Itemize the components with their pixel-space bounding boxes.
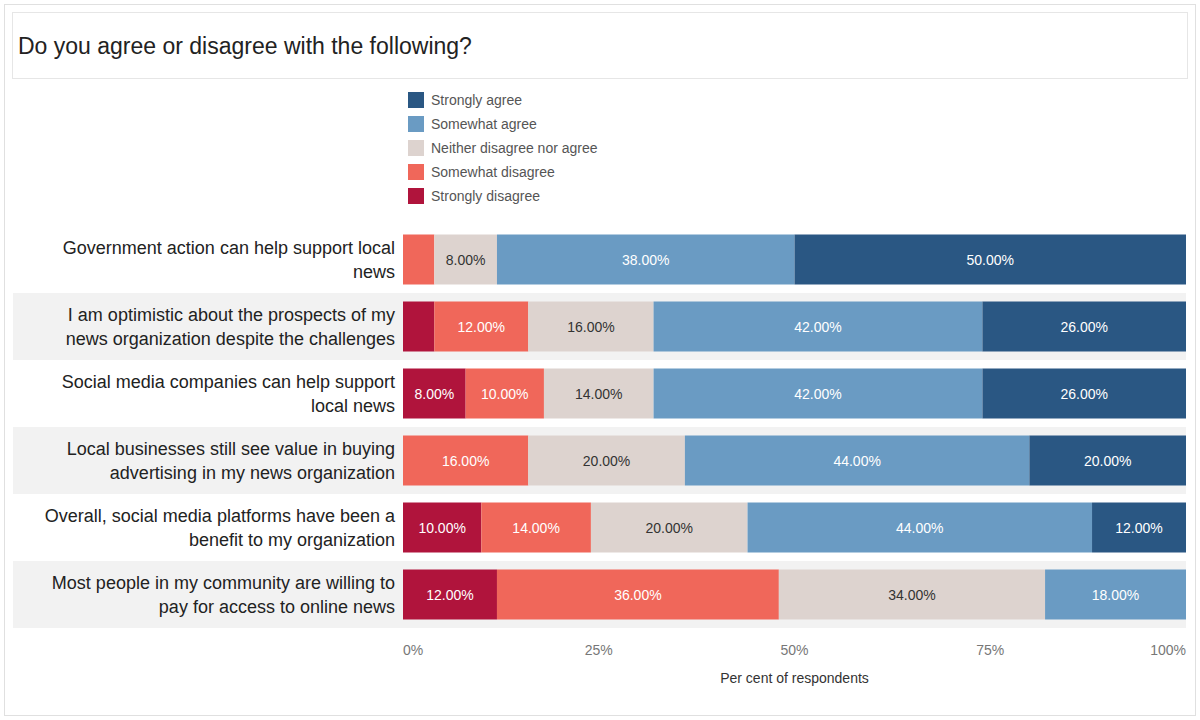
bar-segment [403, 503, 481, 553]
category-label: Local businesses still see value in buyi… [67, 439, 395, 483]
bar-segment [591, 503, 748, 553]
data-label: 44.00% [896, 520, 943, 536]
category-label: I am optimistic about the prospects of m… [66, 305, 395, 349]
legend-swatch [408, 164, 424, 180]
legend-label: Somewhat disagree [431, 164, 555, 180]
legend-label: Strongly disagree [431, 188, 540, 204]
bar-segment [748, 503, 1093, 553]
bar-segment [528, 436, 685, 486]
data-label: 10.00% [481, 386, 528, 402]
data-label: 20.00% [583, 453, 630, 469]
data-label: 12.00% [426, 587, 473, 603]
bar-segment [685, 436, 1030, 486]
bar-segment [654, 369, 983, 419]
legend-label: Strongly agree [431, 92, 522, 108]
bar-segment [779, 570, 1045, 620]
bar-segment [403, 436, 528, 486]
data-label: 8.00% [446, 252, 486, 268]
legend-swatch [408, 188, 424, 204]
data-label: 8.00% [414, 386, 454, 402]
chart-frame [5, 5, 1196, 716]
data-label: 26.00% [1060, 386, 1107, 402]
legend-label: Somewhat agree [431, 116, 537, 132]
bar-segment [403, 235, 434, 285]
data-label: 14.00% [575, 386, 622, 402]
axis-label: Per cent of respondents [720, 670, 869, 686]
data-label: 34.00% [888, 587, 935, 603]
bar-segment [795, 235, 1187, 285]
bar-segment [434, 302, 528, 352]
bar-segment [654, 302, 983, 352]
row-band [13, 293, 1186, 360]
tick-label: 0% [403, 642, 423, 658]
bar-segment [1186, 570, 1187, 620]
x-axis: 0% 25% 50% 75% 100% [403, 628, 1186, 658]
bars [403, 235, 1186, 620]
bar-segment [1045, 570, 1186, 620]
tick-label: 25% [585, 642, 613, 658]
data-label: 42.00% [794, 386, 841, 402]
bar-segment [466, 369, 544, 419]
data-label: 12.00% [1115, 520, 1162, 536]
category-label: Most people in my community are willing … [52, 573, 395, 617]
data-label: 26.00% [1060, 319, 1107, 335]
data-label: 42.00% [794, 319, 841, 335]
title-box [13, 13, 1188, 79]
bar-segment [1092, 503, 1186, 553]
data-label: 36.00% [614, 587, 661, 603]
bar-segment [982, 302, 1186, 352]
row-band [13, 427, 1186, 494]
bar-segment [403, 369, 466, 419]
data-label: 14.00% [512, 520, 559, 536]
legend-swatch [408, 116, 424, 132]
legend-label: Neither disagree nor agree [431, 140, 598, 156]
row-band [13, 561, 1186, 628]
category-label: Overall, social media platforms have bee… [45, 506, 396, 550]
tick-mark [403, 628, 404, 632]
category-label: Social media companies can help supportl… [62, 372, 395, 416]
bar-segment [434, 235, 497, 285]
bar-segment [1029, 436, 1186, 486]
tick-mark [794, 628, 795, 632]
data-label: 18.00% [1092, 587, 1139, 603]
tick-label: 75% [976, 642, 1004, 658]
title: Do you agree or disagree with the follow… [18, 33, 472, 59]
legend-swatch [408, 140, 424, 156]
tick-mark [1186, 628, 1187, 632]
chart: Do you agree or disagree with the follow… [0, 0, 1200, 720]
legend-swatch [408, 92, 424, 108]
tick-mark [990, 628, 991, 632]
data-label: 20.00% [645, 520, 692, 536]
data-label: 10.00% [418, 520, 465, 536]
data-label: 20.00% [1084, 453, 1131, 469]
tick-label: 100% [1150, 642, 1186, 658]
bar-segment [497, 570, 779, 620]
data-label: 16.00% [442, 453, 489, 469]
data-label: 38.00% [622, 252, 669, 268]
tick-mark [598, 628, 599, 632]
data-label: 16.00% [567, 319, 614, 335]
bar-segment [544, 369, 654, 419]
data-label: 50.00% [967, 252, 1014, 268]
data-label: 12.00% [458, 319, 505, 335]
bar-segment [481, 503, 591, 553]
legend: Strongly agree Somewhat agree Neither disa… [408, 92, 598, 204]
bar-segment [403, 570, 497, 620]
data-labels: 8.00% 38.00% 50.00% 12.00% 16.00% 42.00% 26.00… [414, 252, 1162, 603]
bar-segment [403, 302, 434, 352]
tick-label: 50% [780, 642, 808, 658]
bar-segment [497, 235, 795, 285]
bar-segment [528, 302, 653, 352]
category-label: Government action can help support local… [63, 238, 395, 282]
bar-segment [982, 369, 1186, 419]
data-label: 44.00% [833, 453, 880, 469]
